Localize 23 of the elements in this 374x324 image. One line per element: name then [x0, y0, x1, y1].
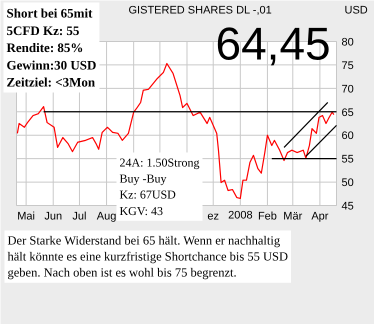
text: Der Starke Widerstand bei 65 hält. Wenn er nachhaltig hält könnte es eine kurzfristige Shortchance bis 55 USD geben. Nach oben ist es wohl bis 75 begrenzt. — [8, 234, 288, 280]
x-tick-label: Apr — [311, 210, 329, 222]
y-tick-label: 60 — [342, 130, 354, 142]
y-tick-label: 80 — [342, 36, 354, 48]
x-tick-label: 2008 — [228, 210, 253, 222]
y-tick-label: 65 — [342, 106, 354, 119]
x-tick-label: Aug — [96, 210, 116, 222]
annotation: Short bei 65mit 5CFD Kz: 55 Rendite: 85% Gewinn:30 USD Zeitziel: <3Mon — [6, 6, 96, 90]
x-tick-label: Feb — [258, 210, 277, 222]
y-tick-label: 75 — [342, 60, 354, 72]
chart-title: GISTERED SHARES DL -,01 — [128, 4, 272, 16]
annotation: 24A: 1.50Strong Buy -Buy Kz: 67USD KGV: 43 — [120, 156, 200, 218]
y-tick-label: 70 — [342, 83, 354, 96]
y-tick-label: 55 — [342, 154, 354, 166]
x-tick-label: ez — [207, 210, 220, 222]
x-tick-label: Jun — [44, 210, 62, 222]
x-tick-label: Jul — [72, 210, 86, 222]
x-tick-label: Mär — [283, 210, 303, 222]
y-tick-label: 45 — [342, 200, 354, 212]
y-tick-label: 50 — [342, 177, 354, 190]
annotation: 64,45 — [216, 18, 331, 70]
y-axis-title: USD — [344, 4, 368, 16]
x-tick-label: Mai — [17, 210, 35, 222]
